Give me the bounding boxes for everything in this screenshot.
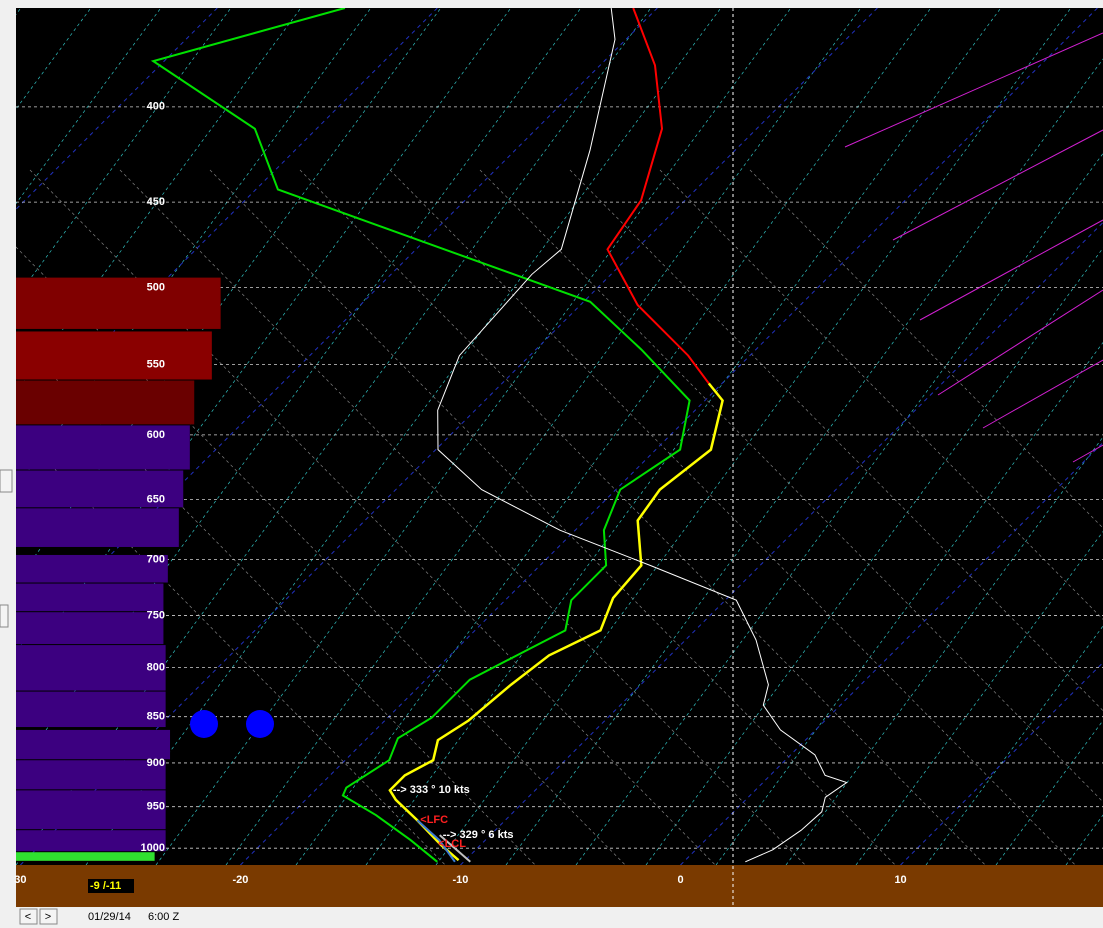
annotation: --> 329 ° 6 kts [443, 829, 514, 841]
wind-line [937, 289, 1103, 396]
adiabat-line [389, 169, 1076, 865]
indicator-dot [246, 710, 274, 738]
sounding-line [388, 382, 724, 862]
side-bar [16, 852, 155, 861]
ground [16, 865, 1103, 907]
isotherm [900, 661, 1103, 865]
adiabat-line [749, 169, 1103, 529]
next-label[interactable]: > [45, 911, 51, 923]
sounding-line [416, 819, 456, 863]
adiabat-line [209, 169, 896, 865]
y-tick-label: 450 [147, 196, 165, 208]
y-tick-label: 500 [147, 281, 165, 293]
sounding-line [439, 834, 471, 863]
x-tick-label: 0 [677, 874, 683, 886]
x-tick-label: -10 [453, 874, 469, 886]
side-bar [16, 583, 164, 612]
isotherm [460, 221, 1103, 865]
y-tick-label: 400 [147, 101, 165, 113]
side-handle[interactable] [0, 604, 9, 628]
wind-line [844, 32, 1103, 148]
y-tick-label: 950 [147, 801, 165, 813]
y-tick-label: 750 [147, 609, 165, 621]
y-tick-label: 700 [147, 554, 165, 566]
side-bar [16, 425, 190, 470]
adiabat-line [16, 337, 536, 865]
isotherm [16, 8, 218, 210]
adiabat-line [16, 246, 626, 865]
date-label: 01/29/14 [88, 911, 131, 923]
x-tick-label: -20 [232, 874, 248, 886]
side-handle[interactable] [0, 469, 13, 493]
side-bar [16, 331, 212, 380]
y-tick-label: 800 [147, 662, 165, 674]
y-tick-label: 550 [147, 358, 165, 370]
annotation: <LCL [438, 838, 466, 850]
adiabat-line [119, 169, 806, 865]
side-bar [16, 760, 166, 790]
background-lines [16, 8, 1103, 865]
surface-label-bg [88, 879, 134, 893]
adiabat-line [569, 169, 1103, 712]
adiabat-line [299, 169, 986, 865]
sounding-line [606, 8, 710, 384]
side-bar [16, 277, 221, 329]
plot-area [16, 8, 1103, 863]
side-bar [16, 470, 184, 508]
sounding-line [437, 8, 848, 863]
adiabat-line [479, 169, 1103, 803]
y-tick-label: 650 [147, 494, 165, 506]
side-bar [16, 790, 166, 830]
side-bar [16, 729, 171, 760]
x-tick-label: 10 [894, 874, 906, 886]
side-bar [16, 508, 179, 547]
side-bar [16, 830, 166, 852]
annotation: --> 333 ° 10 kts [393, 784, 470, 796]
wind-line [1072, 444, 1103, 463]
side-bar [16, 554, 168, 583]
time-label: 6:00 Z [148, 911, 179, 923]
annotation: <LFC [420, 814, 448, 826]
wind-line [919, 219, 1103, 321]
indicator-dot [190, 710, 218, 738]
wind-lines [844, 32, 1103, 463]
prev-button[interactable] [19, 908, 38, 925]
surface-label: -9 /-11 [90, 880, 121, 892]
side-bar [16, 645, 166, 691]
next-button[interactable] [39, 908, 58, 925]
sounding-line [150, 8, 691, 863]
side-bar [16, 380, 195, 425]
wind-line [982, 359, 1103, 429]
adiabat-line [29, 169, 716, 865]
isotherm [680, 441, 1103, 865]
isotherm [16, 8, 438, 431]
isotherm [16, 8, 658, 651]
prev-label[interactable]: < [25, 911, 31, 923]
side-bar [16, 612, 164, 645]
adiabat-line [659, 169, 1103, 620]
y-tick-label: 600 [147, 429, 165, 441]
axes: 400 450 500 550 600 650 700 750 800 850 900 950 1000… [14, 101, 906, 886]
wind-line [892, 129, 1103, 241]
isotherm [240, 8, 1098, 865]
y-tick-label: 900 [147, 757, 165, 769]
y-tick-label: 1000 [141, 842, 165, 854]
side-bar [16, 691, 166, 728]
y-tick-label: 850 [147, 711, 165, 723]
x-tick-label: 30 [14, 874, 26, 886]
